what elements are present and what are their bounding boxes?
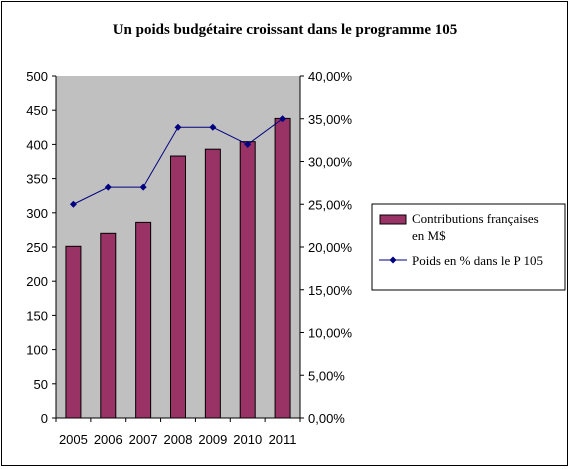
line-point-2010 xyxy=(244,140,252,148)
bar-2009 xyxy=(204,148,221,419)
line-point-2005 xyxy=(69,200,77,208)
left-tick-label: 300 xyxy=(26,206,48,221)
legend-bar-label-line2: en M$ xyxy=(412,228,446,243)
left-tick-label: 400 xyxy=(26,137,48,152)
legend-bar-swatch xyxy=(379,214,407,225)
left-tick-label: 150 xyxy=(26,308,48,323)
right-tick-label: 25,00% xyxy=(308,197,353,212)
left-tick-label: 0 xyxy=(41,411,48,426)
line-point-2009 xyxy=(209,123,217,131)
chart-title: Un poids budgétaire croissant dans le pr… xyxy=(113,22,458,38)
right-tick-label: 0,00% xyxy=(308,411,345,426)
bar-2005 xyxy=(65,245,82,419)
left-tick-label: 100 xyxy=(26,343,48,358)
bar-2007 xyxy=(135,221,152,419)
bar-2010 xyxy=(239,141,256,419)
left-tick-label: 500 xyxy=(26,69,48,84)
line-point-2008 xyxy=(174,123,182,131)
x-tick-label: 2006 xyxy=(94,432,123,447)
legend-line-marker xyxy=(389,256,397,264)
x-tick-label: 2007 xyxy=(129,432,158,447)
left-tick-label: 250 xyxy=(26,240,48,255)
left-tick-label: 350 xyxy=(26,172,48,187)
legend-line-label: Poids en % dans le P 105 xyxy=(412,253,543,268)
bar-2008 xyxy=(170,155,186,419)
x-tick-label: 2010 xyxy=(233,432,262,447)
x-tick-label: 2009 xyxy=(198,432,227,447)
bar-2006 xyxy=(100,232,117,419)
right-tick-label: 20,00% xyxy=(308,240,353,255)
right-tick-label: 15,00% xyxy=(308,283,353,298)
x-tick-label: 2008 xyxy=(164,432,193,447)
bar-2011 xyxy=(274,117,291,419)
right-tick-label: 10,00% xyxy=(308,326,353,341)
right-tick-label: 5,00% xyxy=(308,368,345,383)
line-point-2007 xyxy=(139,183,147,191)
left-tick-label: 450 xyxy=(26,103,48,118)
line-point-2011 xyxy=(279,115,287,123)
legend-bar-label-line1: Contributions françaises xyxy=(412,211,539,226)
right-tick-label: 40,00% xyxy=(308,69,353,84)
x-tick-label: 2011 xyxy=(269,432,297,447)
line-point-2006 xyxy=(104,183,112,191)
left-tick-label: 50 xyxy=(34,377,48,392)
legend: Contributions françaises en M$ Poids en … xyxy=(371,203,566,291)
right-tick-label: 30,00% xyxy=(308,155,353,170)
x-tick-label: 2005 xyxy=(59,432,88,447)
left-tick-label: 200 xyxy=(26,274,48,289)
right-tick-label: 35,00% xyxy=(308,112,353,127)
